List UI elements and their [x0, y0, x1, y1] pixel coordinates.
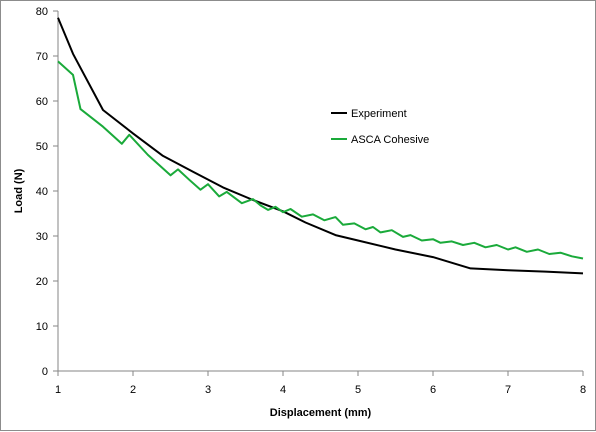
- x-tick-label: 2: [130, 384, 136, 396]
- y-axis-title: Load (N): [13, 168, 25, 213]
- y-tick-label: 70: [36, 51, 48, 63]
- y-tick-label: 10: [36, 321, 48, 333]
- y-tick-label: 40: [36, 186, 48, 198]
- legend-label: Experiment: [351, 108, 407, 120]
- y-tick-label: 30: [36, 231, 48, 243]
- x-axis-title: Displacement (mm): [270, 407, 372, 419]
- y-tick-label: 80: [36, 6, 48, 18]
- x-tick-label: 3: [205, 384, 211, 396]
- x-tick-label: 8: [580, 384, 586, 396]
- legend-label: ASCA Cohesive: [351, 134, 429, 146]
- x-tick-label: 7: [505, 384, 511, 396]
- y-tick-label: 50: [36, 141, 48, 153]
- x-tick-label: 4: [280, 384, 286, 396]
- axes: [57, 11, 583, 372]
- y-tick-label: 20: [36, 276, 48, 288]
- y-tick-label: 60: [36, 96, 48, 108]
- x-axis-ticks: 1 2 3 4 5 6 7 8: [55, 371, 586, 396]
- series-line-experiment: [57, 17, 584, 275]
- x-tick-label: 1: [55, 384, 61, 396]
- x-tick-label: 6: [430, 384, 436, 396]
- x-tick-label: 5: [355, 384, 361, 396]
- y-tick-label: 0: [42, 366, 48, 378]
- legend: Experiment ASCA Cohesive: [331, 108, 429, 146]
- series-line-asca-cohesive: [57, 60, 584, 260]
- y-axis-ticks: 0 10 20 30 40 50 60 70 80: [36, 6, 58, 378]
- series-lines: [57, 17, 584, 275]
